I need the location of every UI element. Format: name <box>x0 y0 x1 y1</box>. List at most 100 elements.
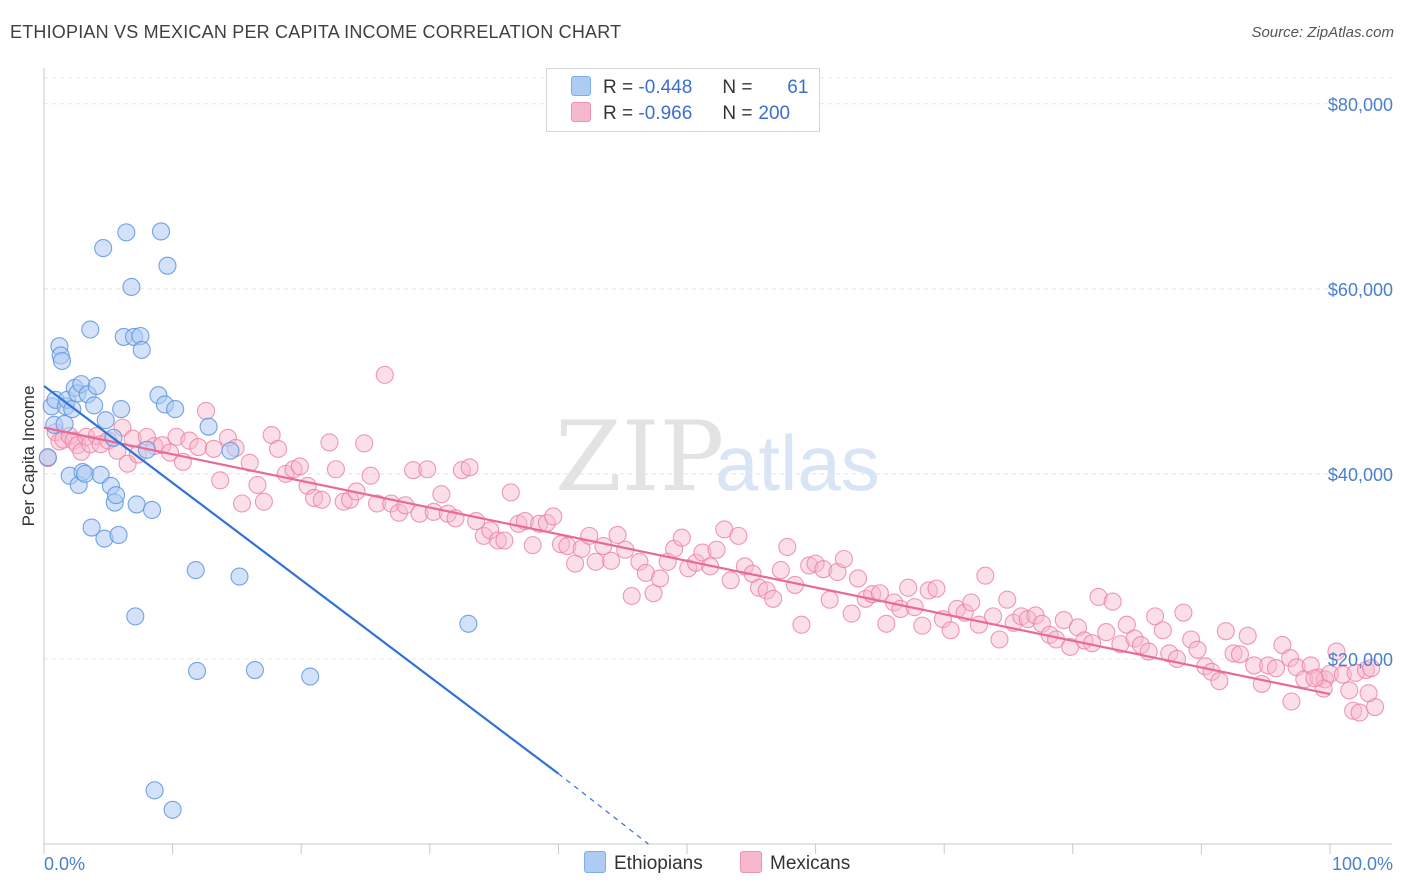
ethiopians-point <box>301 667 320 686</box>
ethiopians-point <box>38 448 57 467</box>
mexicans-point <box>820 590 839 609</box>
ethiopians-point <box>230 567 249 586</box>
mexicans-point <box>404 461 423 480</box>
x-tick-label-start: 0.0% <box>44 854 85 874</box>
mexicans-point <box>1266 659 1286 678</box>
y-tick-labels: $20,000 $40,000 $60,000 $80,000 <box>1328 95 1393 670</box>
mexicans-point <box>1245 656 1264 675</box>
mexicans-point <box>1089 587 1108 606</box>
x-tick-label-end: 100.0% <box>1332 854 1393 874</box>
ethiopians-point <box>82 518 101 537</box>
mexicans-point <box>1327 642 1346 661</box>
ethiopians-point <box>221 441 240 460</box>
ethiopians-swatch <box>571 76 591 96</box>
ethiopians-point <box>199 417 218 436</box>
mexicans-point <box>558 537 577 556</box>
mexicans-point <box>488 531 508 550</box>
mexicans-point <box>1216 622 1235 641</box>
mexicans-point <box>602 551 621 570</box>
ethiopians-point <box>91 465 110 484</box>
mexicans-point <box>495 531 514 550</box>
mexicans-point <box>927 579 946 598</box>
y-axis-label: Per Capita Income <box>19 386 38 527</box>
legend-n-value: 61 <box>787 77 809 98</box>
mexicans-point <box>962 593 981 612</box>
mexicans-point <box>1125 629 1144 648</box>
mexicans-trend-line <box>43 426 1331 696</box>
mexicans-point <box>608 525 627 544</box>
ethiopians-point <box>132 340 151 359</box>
ethiopians-point <box>142 500 162 520</box>
ethiopians-point <box>187 661 207 681</box>
mexicans-point <box>800 556 819 575</box>
mexicans-point <box>1210 672 1229 691</box>
ethiopians-point <box>122 277 141 297</box>
ethiopians-point <box>459 614 478 633</box>
mexicans-point <box>1153 621 1172 640</box>
ethiopians-point <box>126 607 145 626</box>
y-tick-label: $60,000 <box>1328 280 1393 300</box>
mexicans-point <box>460 458 479 477</box>
watermark-atlas: atlas <box>715 419 880 507</box>
y-tick-label: $20,000 <box>1328 650 1393 670</box>
ethiopians-point <box>117 223 136 242</box>
ethiopians-point <box>145 781 164 800</box>
legend-item-ethiopians: Ethiopians <box>584 851 703 875</box>
ethiopians-point <box>158 256 177 275</box>
mexicans-point <box>320 433 339 452</box>
mexicans-point <box>735 557 754 576</box>
mexicans-point <box>848 569 868 588</box>
mexicans-point <box>544 507 563 526</box>
trend-lines <box>43 385 1331 845</box>
mexicans-point <box>232 494 252 513</box>
legend-r-value: -0.966 <box>638 103 693 124</box>
mexicans-point <box>418 460 437 479</box>
mexicans-point <box>1167 649 1187 668</box>
mexicans-legend-swatch <box>740 851 762 873</box>
mexicans-point <box>764 589 783 608</box>
ethiopians-point <box>81 320 100 339</box>
mexicans-point <box>204 439 223 458</box>
mexicans-point <box>389 503 408 522</box>
mexicans-point <box>729 526 748 545</box>
legend-row-mexicans: R = -0.966 N = 200 <box>571 102 798 126</box>
mexicans-point <box>778 537 797 557</box>
legend-n-value: 200 <box>758 103 791 124</box>
ethiopians-legend-swatch <box>584 851 606 873</box>
ethiopians-trend-line <box>43 385 560 775</box>
mexicans-point <box>254 492 273 511</box>
mexicans-point <box>189 437 208 457</box>
ethiopians-point <box>151 222 171 241</box>
legend-row-ethiopians: R = -0.448 N = 61 <box>571 76 808 100</box>
ethiopians-point <box>127 495 146 514</box>
mexicans-point <box>312 490 331 509</box>
ethiopians-legend-label: Ethiopians <box>614 853 703 874</box>
mexicans-point <box>368 494 387 513</box>
ethiopians-point <box>94 239 113 258</box>
mexicans-point <box>941 621 960 640</box>
mexicans-legend-label: Mexicans <box>770 853 851 874</box>
mexicans-point <box>1281 648 1300 668</box>
ethiopians-point <box>87 376 106 396</box>
mexicans-point <box>1238 626 1257 645</box>
mexicans-point <box>834 549 853 569</box>
mexicans-point <box>1344 701 1363 720</box>
mexicans-point <box>622 586 641 606</box>
mexicans-point <box>290 457 309 476</box>
correlation-legend: R = -0.448 N = 61 R = -0.966 N = 200 <box>546 68 820 132</box>
ethiopians-point <box>163 800 182 819</box>
mexicans-point <box>771 561 790 580</box>
mexicans-point <box>1305 669 1324 688</box>
watermark: ZIP atlas <box>555 401 880 513</box>
mexicans-point <box>1230 645 1250 664</box>
mexicans-point <box>877 614 896 633</box>
chart-title: ETHIOPIAN VS MEXICAN PER CAPITA INCOME C… <box>10 22 622 42</box>
mexicans-point <box>990 630 1009 649</box>
mexicans-point <box>919 581 938 600</box>
ethiopians-point <box>85 396 104 415</box>
ethiopians-points <box>38 222 478 819</box>
mexicans-point <box>196 401 216 421</box>
ethiopians-point <box>96 411 115 430</box>
mexicans-point <box>1097 623 1116 642</box>
